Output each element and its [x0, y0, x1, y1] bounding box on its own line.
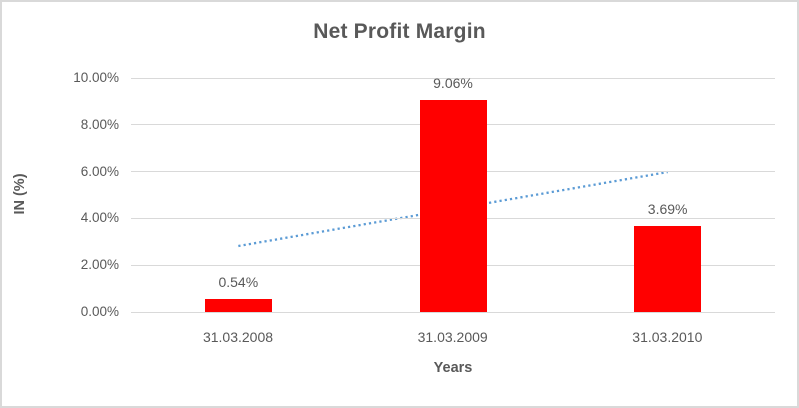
y-tick-label: 4.00%: [80, 210, 119, 226]
bar-data-label: 9.06%: [433, 74, 473, 91]
y-tick-label: 8.00%: [80, 116, 119, 132]
y-tick-label: 10.00%: [73, 70, 119, 85]
x-tick-label: 31.03.2009: [417, 329, 488, 345]
x-tick-label: 31.03.2008: [202, 329, 274, 345]
y-tick-label: 0.00%: [80, 304, 119, 319]
x-tick-label: 31.03.2010: [632, 329, 703, 345]
y-axis-title: IN (%): [12, 173, 28, 215]
chart-title: Net Profit Margin: [313, 20, 486, 43]
bar-data-label: 0.54%: [218, 274, 259, 291]
bar: [204, 299, 272, 312]
bar: [419, 100, 487, 312]
plot-area: [131, 77, 775, 313]
y-tick-label: 2.00%: [80, 257, 119, 273]
x-axis-title: Years: [433, 360, 473, 376]
bar-data-label: 3.69%: [647, 200, 688, 217]
bar: [634, 225, 702, 312]
gridline: [131, 311, 775, 313]
y-tick-label: 6.00%: [80, 163, 119, 179]
gridline: [131, 77, 775, 79]
